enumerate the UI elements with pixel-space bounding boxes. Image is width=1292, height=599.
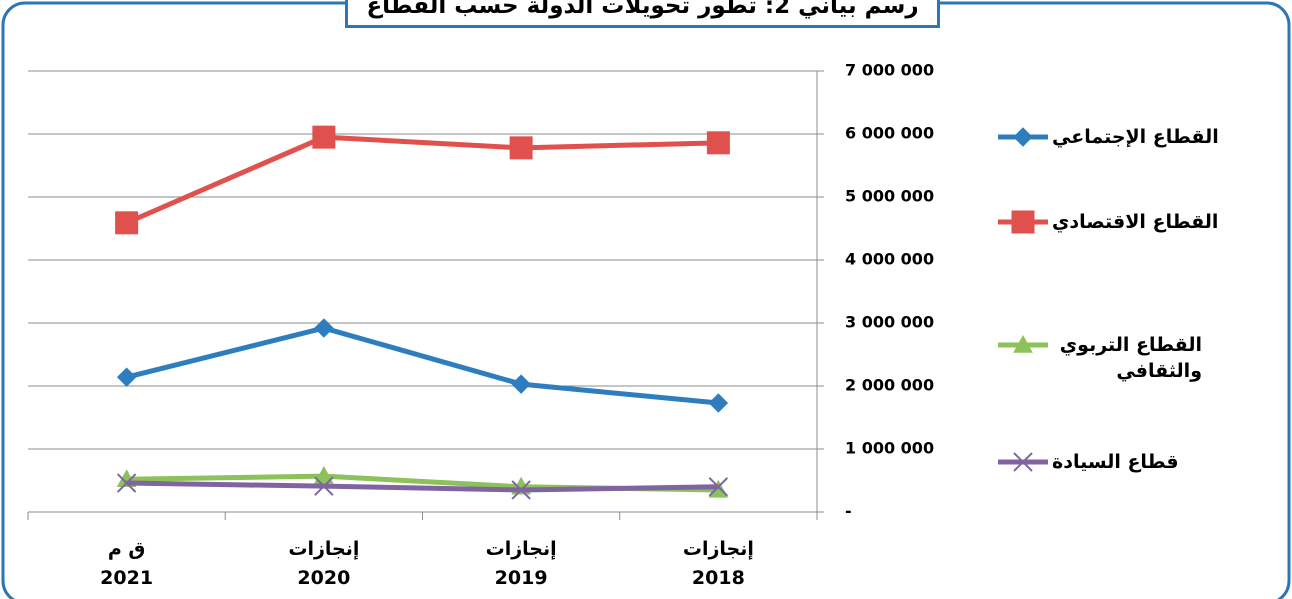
x-tick-label: إنجازات 2020: [288, 538, 360, 589]
marker: [511, 480, 531, 500]
marker: [706, 131, 730, 155]
marker: [116, 473, 137, 493]
legend-label: القطاع الإجتماعي: [1052, 126, 1219, 148]
y-tick-label: 5 000 000: [845, 187, 934, 206]
legend-label: القطاع الاقتصادي: [1052, 211, 1219, 233]
marker: [511, 374, 531, 394]
marker: [312, 125, 336, 149]
series-line: [126, 480, 719, 493]
x-tick-label: إنجازات 2019: [485, 538, 557, 589]
y-tick-label: 3 000 000: [845, 313, 934, 332]
y-tick-label: 7 000 000: [845, 61, 934, 80]
marker: [509, 136, 533, 160]
chart-title: رسم بياني 2: تطور تحويلات الدولة حسب الق…: [345, 0, 940, 28]
y-tick-label: 4 000 000: [845, 250, 934, 269]
x-tick-label: ق م 2021: [100, 538, 154, 589]
legend-marker: [1011, 210, 1035, 234]
y-tick-label: 6 000 000: [845, 124, 934, 143]
y-tick-label: 1 000 000: [845, 439, 934, 458]
legend-label: القطاع التربوي والثقافي: [1059, 334, 1202, 382]
marker: [708, 393, 729, 413]
legend-marker: [1013, 334, 1033, 353]
x-tick-label: إنجازات 2018: [682, 538, 754, 589]
marker: [314, 476, 334, 496]
legend-marker: [1013, 452, 1033, 472]
legend-label: قطاع السيادة: [1052, 451, 1179, 473]
marker: [314, 318, 334, 338]
marker: [314, 466, 334, 484]
marker: [115, 211, 139, 235]
marker: [116, 367, 137, 387]
marker: [708, 477, 729, 497]
series-line: [125, 134, 719, 226]
series-line: [126, 325, 719, 406]
y-tick-label: -: [845, 502, 852, 521]
y-tick-label: 2 000 000: [845, 376, 934, 395]
legend-marker: [1013, 127, 1033, 147]
